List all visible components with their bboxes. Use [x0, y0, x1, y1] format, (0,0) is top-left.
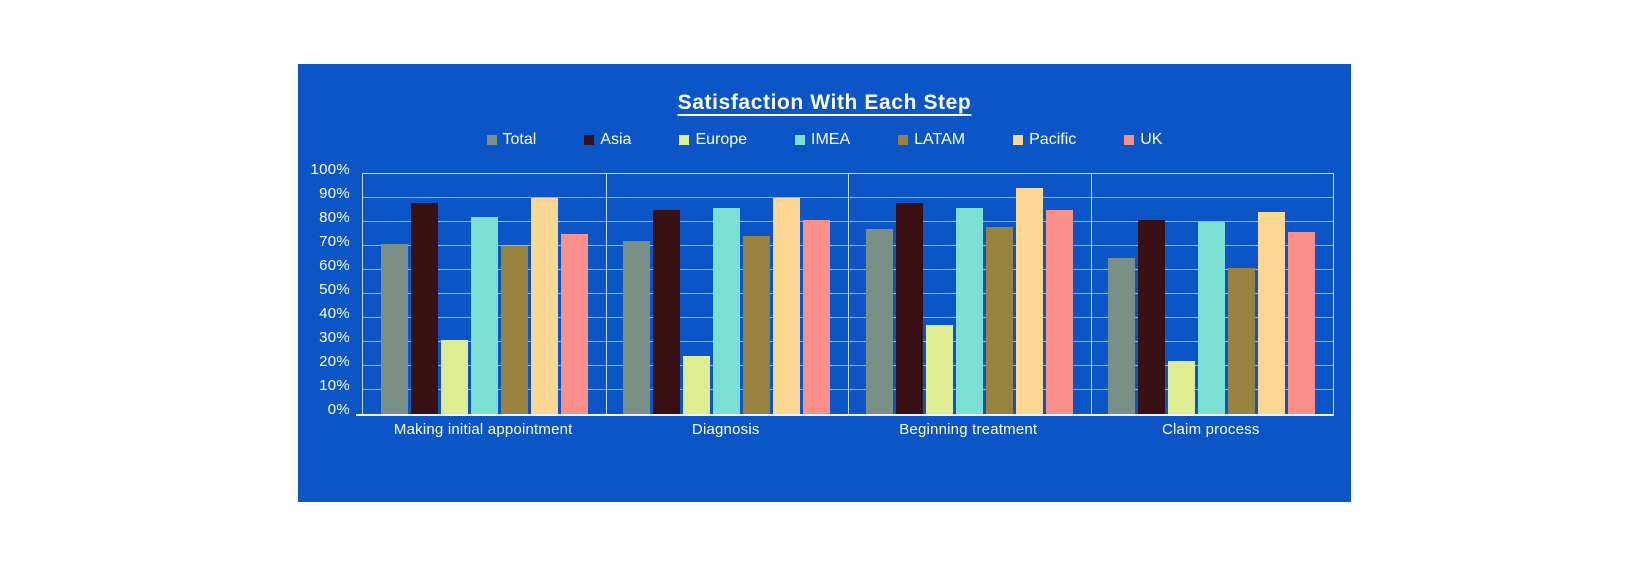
legend-swatch-icon — [898, 135, 909, 145]
legend-item-imea: IMEA — [795, 130, 850, 150]
bar-groups — [363, 174, 1333, 414]
legend-label: Pacific — [1029, 131, 1077, 148]
bar-uk-2 — [803, 219, 831, 414]
bar-uk-3 — [1045, 210, 1073, 414]
bar-pacific-1 — [530, 198, 558, 414]
legend-label: IMEA — [811, 131, 851, 148]
legend-swatch-icon — [486, 135, 497, 145]
bar-uk-1 — [560, 234, 588, 414]
bar-latam-2 — [743, 236, 771, 414]
category-group-1 — [363, 174, 606, 414]
bar-asia-2 — [653, 210, 681, 414]
bar-imea-1 — [470, 217, 498, 414]
bar-europe-1 — [440, 339, 468, 414]
category-separator — [1090, 174, 1092, 414]
chart-legend: Total Asia Europe IMEA LATAM Pacific UK — [298, 130, 1351, 150]
legend-item-total: Total — [486, 130, 537, 150]
category-separator — [605, 174, 607, 414]
y-axis-tick-label: 60% — [319, 257, 350, 274]
bar-total-1 — [380, 243, 408, 414]
bar-europe-2 — [683, 356, 711, 414]
y-axis-tick-label: 20% — [319, 353, 350, 370]
plot-area — [356, 173, 1334, 416]
bar-imea-4 — [1198, 222, 1226, 414]
bar-imea-2 — [713, 207, 741, 414]
bar-uk-4 — [1288, 231, 1316, 414]
category-separator — [848, 174, 849, 414]
bar-europe-3 — [925, 325, 953, 414]
legend-item-asia: Asia — [584, 130, 631, 150]
legend-swatch-icon — [679, 135, 690, 145]
category-group-3 — [848, 174, 1091, 414]
y-axis-tick-label: 50% — [319, 281, 350, 298]
bar-imea-3 — [955, 207, 983, 414]
bar-total-2 — [623, 241, 651, 414]
bar-pacific-3 — [1015, 188, 1043, 414]
bar-asia-3 — [895, 202, 923, 414]
y-axis-tick-label: 0% — [327, 401, 350, 418]
legend-item-uk: UK — [1124, 130, 1162, 150]
bar-europe-4 — [1168, 361, 1196, 414]
bar-pacific-4 — [1258, 212, 1286, 414]
legend-swatch-icon — [584, 135, 595, 145]
y-axis-tick-label: 30% — [319, 329, 350, 346]
bar-total-4 — [1108, 258, 1136, 414]
y-axis: 0% 10% 20% 30% 40% 50% 60% 70% 80% 90% 100% — [298, 64, 350, 502]
y-axis-tick-label: 80% — [319, 209, 350, 226]
category-label: Diagnosis — [691, 421, 760, 438]
legend-item-pacific: Pacific — [1013, 130, 1076, 150]
y-axis-tick-label: 100% — [310, 161, 350, 178]
category-label: Beginning treatment — [899, 421, 1038, 438]
bar-latam-4 — [1228, 267, 1256, 414]
bar-latam-3 — [985, 226, 1013, 414]
y-axis-tick-label: 70% — [319, 233, 350, 250]
legend-item-europe: Europe — [679, 130, 747, 150]
bar-latam-1 — [500, 246, 528, 414]
category-label: Making initial appointment — [393, 421, 573, 438]
x-axis-category-labels: Making initial appointment Diagnosis Begin… — [362, 421, 1332, 438]
legend-label: Europe — [695, 131, 748, 148]
chart-panel: Satisfaction With Each Step Total Asia Eur… — [298, 64, 1351, 502]
category-group-2 — [606, 174, 849, 414]
category-group-4 — [1091, 174, 1334, 414]
legend-item-latam: LATAM — [898, 130, 965, 150]
legend-swatch-icon — [1124, 135, 1135, 145]
chart-title: Satisfaction With Each Step — [677, 91, 972, 114]
legend-swatch-icon — [1013, 135, 1024, 145]
y-axis-tick-label: 90% — [319, 185, 350, 202]
legend-label: Total — [502, 131, 537, 148]
y-axis-tick-label: 40% — [319, 305, 350, 322]
bar-total-3 — [865, 229, 893, 414]
bar-asia-1 — [410, 202, 438, 414]
bar-asia-4 — [1138, 219, 1166, 414]
category-label: Claim process — [1161, 421, 1260, 438]
legend-label: LATAM — [914, 131, 966, 148]
bar-pacific-2 — [773, 198, 801, 414]
y-axis-tick-label: 10% — [319, 377, 350, 394]
legend-swatch-icon — [795, 135, 806, 145]
legend-label: Asia — [600, 131, 632, 148]
legend-label: UK — [1140, 131, 1163, 148]
